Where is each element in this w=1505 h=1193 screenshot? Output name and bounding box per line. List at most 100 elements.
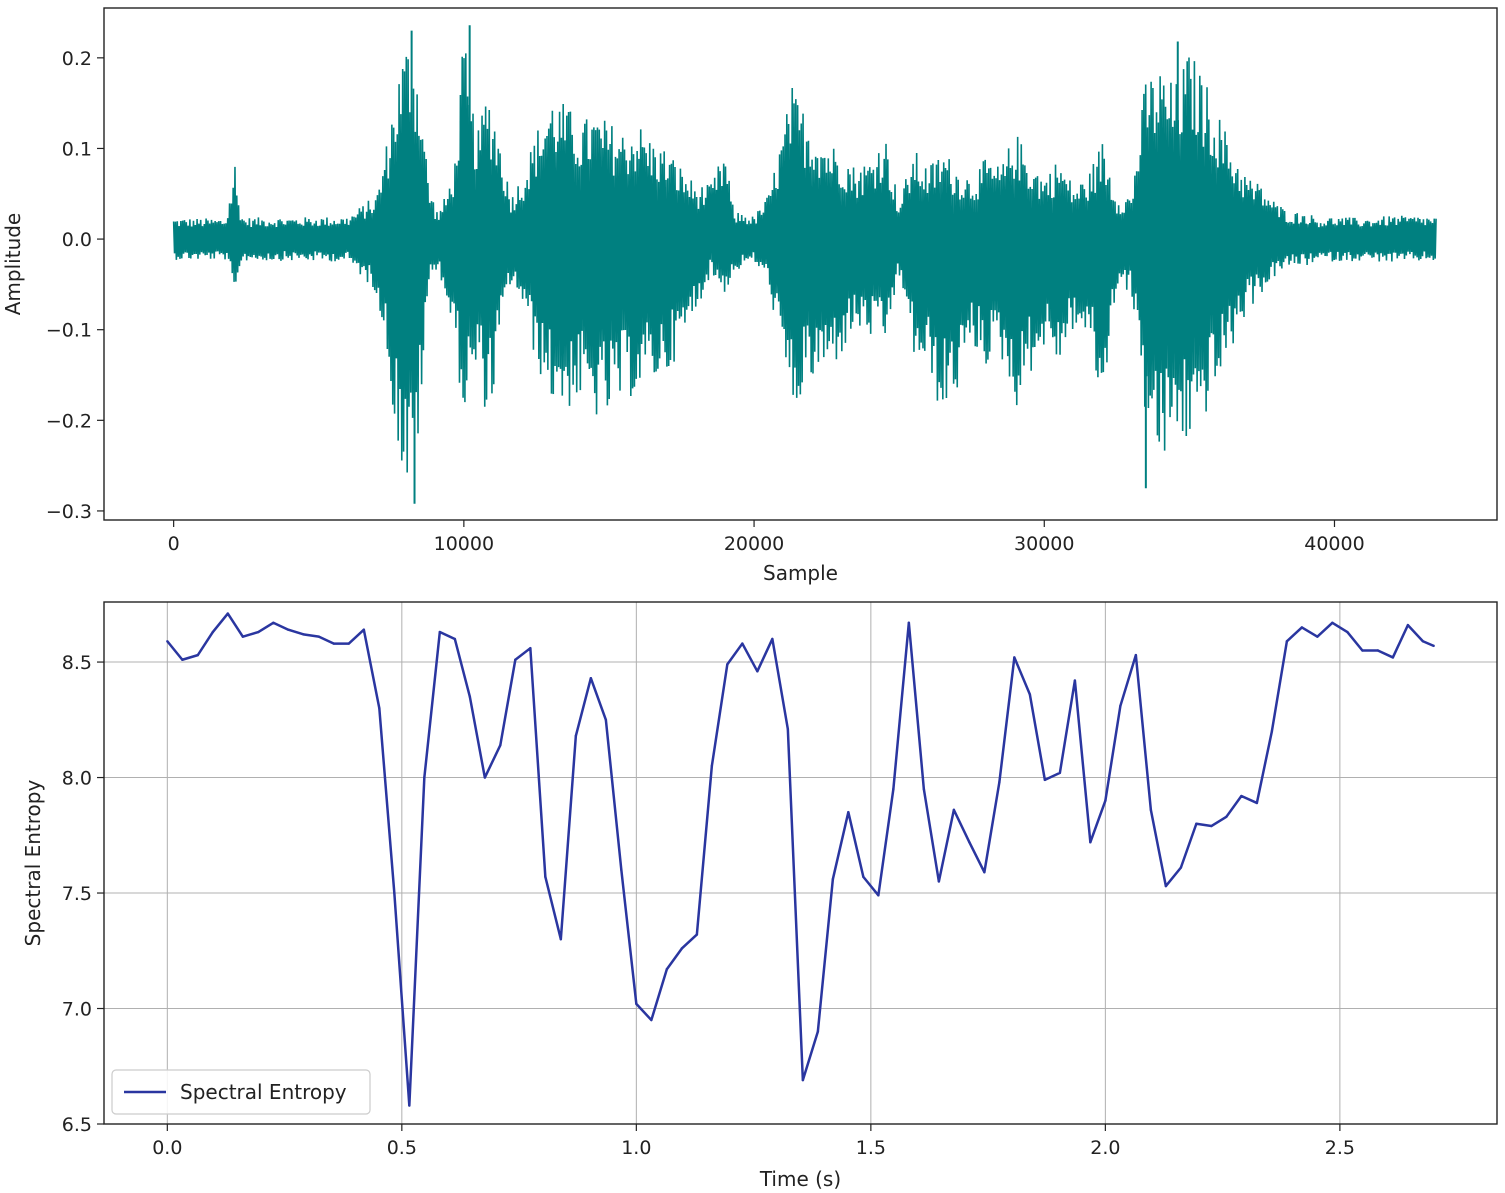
- x-tick-label: 1.0: [621, 1137, 651, 1159]
- entropy-point: [362, 628, 366, 631]
- entropy-point: [620, 868, 623, 872]
- entropy-point: [483, 776, 487, 779]
- entropy-point: [665, 968, 669, 971]
- entropy-point: [574, 734, 578, 738]
- entropy-point: [1432, 644, 1435, 648]
- entropy-point: [741, 642, 744, 645]
- entropy-series: [166, 612, 1435, 1107]
- entropy-point: [1073, 679, 1077, 682]
- entropy-point: [1179, 866, 1183, 869]
- entropy-point: [1240, 794, 1243, 798]
- entropy-point: [847, 810, 850, 814]
- y-tick-label: 8.0: [62, 768, 92, 790]
- entropy-legend: Spectral Entropy: [111, 1069, 371, 1115]
- entropy-point: [635, 1002, 638, 1006]
- legend-entry-spectral-entropy: Spectral Entropy: [180, 1080, 347, 1104]
- entropy-point: [695, 933, 699, 936]
- entropy-panel: 0.0 0.5 1.0 1.5 2.0 2.5 6.5 7.0 7.5 8.0 8.5 Time (…: [21, 601, 1498, 1191]
- entropy-point: [862, 875, 865, 879]
- waveform-x-axis-label: Sample: [763, 561, 838, 585]
- x-tick-label: 2.5: [1325, 1137, 1355, 1159]
- entropy-point: [1270, 730, 1274, 733]
- entropy-point: [1225, 815, 1228, 819]
- entropy-point: [393, 891, 396, 895]
- entropy-grid: [104, 602, 1497, 1125]
- entropy-point: [287, 628, 290, 631]
- entropy-point: [1331, 621, 1334, 624]
- entropy-point: [998, 780, 1001, 784]
- entropy-point: [1300, 626, 1304, 629]
- entropy-point: [680, 947, 684, 950]
- entropy-point: [1164, 884, 1168, 888]
- entropy-point: [952, 808, 956, 812]
- entropy-point: [544, 875, 547, 879]
- entropy-point: [1058, 771, 1062, 775]
- entropy-point: [1043, 778, 1047, 782]
- entropy-point: [1361, 649, 1364, 652]
- waveform-line: [172, 53, 1437, 473]
- entropy-point: [726, 663, 729, 666]
- entropy-point: [1013, 656, 1016, 659]
- entropy-point: [499, 744, 502, 747]
- entropy-y-axis-label: Spectral Entropy: [21, 780, 45, 947]
- x-tick-label: 1.5: [856, 1137, 886, 1159]
- waveform-y-axis-label: Amplitude: [1, 213, 25, 316]
- x-tick-label: 0.5: [387, 1137, 417, 1159]
- entropy-point: [529, 646, 532, 650]
- entropy-point: [1089, 841, 1092, 844]
- entropy-point: [786, 727, 790, 731]
- entropy-point: [1391, 656, 1395, 659]
- entropy-point: [1421, 640, 1425, 643]
- x-tick-label: 0.0: [152, 1137, 182, 1159]
- entropy-point: [423, 776, 426, 779]
- entropy-point: [166, 640, 169, 643]
- y-tick-label: 0.2: [62, 48, 92, 70]
- entropy-point: [1376, 649, 1380, 652]
- entropy-point: [241, 635, 245, 638]
- entropy-point: [332, 642, 336, 645]
- entropy-point: [1119, 704, 1122, 708]
- entropy-point: [1195, 822, 1198, 825]
- y-tick-label: 7.0: [62, 999, 92, 1021]
- waveform-series: [172, 25, 1437, 504]
- entropy-point: [226, 612, 230, 615]
- y-tick-label: −0.3: [46, 501, 92, 523]
- entropy-point: [378, 707, 381, 710]
- waveform-panel: 0 10000 20000 30000 40000 −0.3 −0.2 −0.1 0.0 0.1 0…: [1, 7, 1498, 585]
- entropy-point: [1104, 799, 1107, 802]
- x-tick-label: 40000: [1304, 533, 1364, 555]
- entropy-point: [347, 642, 351, 645]
- entropy-x-axis-label: Time (s): [759, 1167, 841, 1191]
- entropy-point: [907, 621, 911, 624]
- entropy-point: [257, 630, 260, 634]
- entropy-ticks: 0.0 0.5 1.0 1.5 2.0 2.5 6.5 7.0 7.5 8.0 8.5: [62, 652, 1355, 1159]
- entropy-point: [181, 658, 184, 661]
- entropy-point: [877, 894, 880, 897]
- y-tick-label: 6.5: [62, 1114, 92, 1136]
- y-tick-label: 0.0: [62, 229, 92, 251]
- entropy-line: [166, 612, 1435, 1107]
- entropy-point: [302, 633, 305, 636]
- entropy-point: [1346, 630, 1349, 634]
- x-tick-label: 10000: [434, 533, 494, 555]
- entropy-point: [710, 764, 714, 768]
- y-tick-label: −0.1: [46, 320, 92, 342]
- entropy-point: [816, 1030, 820, 1033]
- y-tick-label: 7.5: [62, 883, 92, 905]
- entropy-point: [922, 787, 926, 791]
- entropy-point: [272, 621, 275, 624]
- entropy-point: [196, 653, 199, 657]
- entropy-point: [468, 695, 472, 698]
- entropy-point: [317, 635, 321, 638]
- entropy-point: [756, 670, 759, 673]
- y-tick-label: 8.5: [62, 652, 92, 674]
- entropy-point: [650, 1018, 653, 1022]
- entropy-point: [408, 1104, 411, 1107]
- y-tick-label: −0.2: [46, 410, 92, 432]
- entropy-point: [438, 630, 442, 634]
- entropy-point: [1285, 640, 1289, 643]
- x-tick-label: 30000: [1014, 533, 1074, 555]
- entropy-point: [1149, 808, 1153, 812]
- entropy-point: [801, 1078, 805, 1082]
- entropy-point: [1210, 824, 1213, 828]
